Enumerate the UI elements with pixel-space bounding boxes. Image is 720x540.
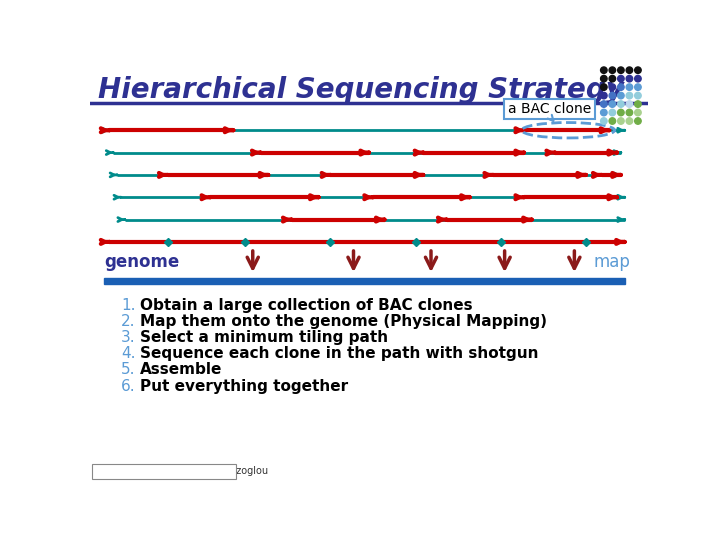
Circle shape — [618, 109, 624, 116]
Circle shape — [618, 101, 624, 107]
Text: Hierarchical Sequencing Strategy: Hierarchical Sequencing Strategy — [98, 76, 624, 104]
Text: 4.: 4. — [121, 346, 135, 361]
Circle shape — [634, 101, 642, 107]
Circle shape — [618, 118, 624, 124]
Text: Put everything together: Put everything together — [140, 379, 348, 394]
Text: Obtain a large collection of BAC clones: Obtain a large collection of BAC clones — [140, 298, 473, 313]
Circle shape — [634, 76, 642, 82]
Circle shape — [634, 118, 642, 124]
Circle shape — [609, 109, 616, 116]
Text: 2.: 2. — [121, 314, 135, 329]
Circle shape — [634, 92, 642, 99]
Circle shape — [609, 67, 616, 73]
Circle shape — [609, 92, 616, 99]
Circle shape — [600, 118, 607, 124]
Circle shape — [600, 67, 607, 73]
Circle shape — [618, 84, 624, 90]
Text: Map them onto the genome (Physical Mapping): Map them onto the genome (Physical Mappi… — [140, 314, 547, 329]
Circle shape — [618, 76, 624, 82]
Circle shape — [634, 84, 642, 90]
Text: CS262 Lecture 9, Win06, Batzoglou: CS262 Lecture 9, Win06, Batzoglou — [96, 467, 269, 476]
Text: Select a minimum tiling path: Select a minimum tiling path — [140, 330, 389, 345]
Text: 1.: 1. — [121, 298, 135, 313]
Circle shape — [618, 67, 624, 73]
Circle shape — [634, 67, 642, 73]
Text: map: map — [594, 253, 631, 271]
Text: 3.: 3. — [121, 330, 135, 345]
Circle shape — [626, 109, 633, 116]
Circle shape — [618, 92, 624, 99]
Circle shape — [626, 76, 633, 82]
Circle shape — [600, 92, 607, 99]
Circle shape — [600, 101, 607, 107]
Circle shape — [626, 92, 633, 99]
Circle shape — [600, 109, 607, 116]
FancyBboxPatch shape — [504, 99, 595, 119]
Text: a BAC clone: a BAC clone — [508, 103, 591, 117]
Circle shape — [634, 109, 642, 116]
Circle shape — [600, 84, 607, 90]
Text: genome: genome — [104, 253, 179, 271]
Text: Assemble: Assemble — [140, 362, 222, 377]
Circle shape — [600, 76, 607, 82]
Circle shape — [609, 76, 616, 82]
Text: 5.: 5. — [121, 362, 135, 377]
Circle shape — [626, 67, 633, 73]
Bar — [104, 279, 625, 284]
Circle shape — [609, 84, 616, 90]
Circle shape — [626, 118, 633, 124]
FancyBboxPatch shape — [91, 464, 236, 479]
Circle shape — [609, 118, 616, 124]
Text: 6.: 6. — [121, 379, 135, 394]
Circle shape — [609, 101, 616, 107]
Circle shape — [626, 84, 633, 90]
Text: Sequence each clone in the path with shotgun: Sequence each clone in the path with sho… — [140, 346, 539, 361]
Circle shape — [626, 101, 633, 107]
